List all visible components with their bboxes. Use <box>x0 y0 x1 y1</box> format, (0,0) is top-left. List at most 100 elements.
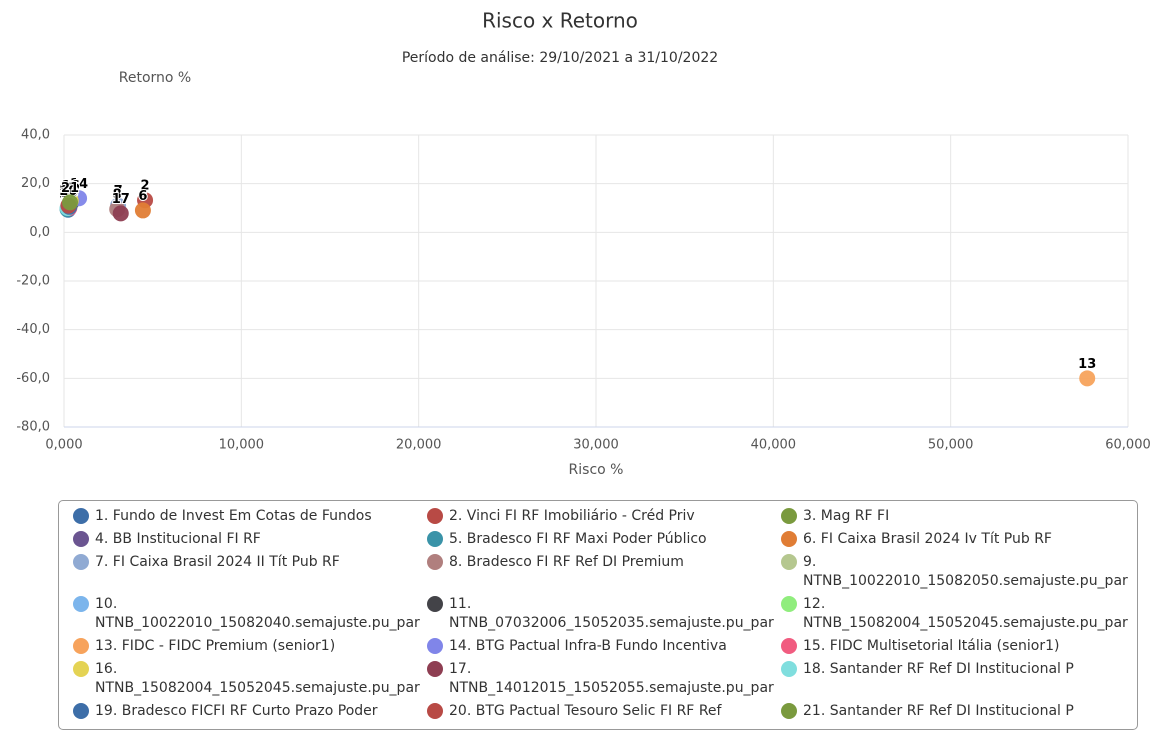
data-label: 9 <box>67 182 76 197</box>
legend-text: 20. BTG Pactual Tesouro Selic FI RF Ref <box>449 703 722 719</box>
legend-marker <box>73 703 89 719</box>
data-label: 13 <box>1078 357 1096 372</box>
data-label: 17 <box>112 192 130 207</box>
legend: 1. Fundo de Invest Em Cotas de Fundos 2. … <box>58 500 1138 730</box>
legend-marker <box>73 508 89 524</box>
legend-marker <box>427 554 443 570</box>
legend-item[interactable]: 9. NTNB_10022010_15082050.semajuste.pu_p… <box>781 553 1137 591</box>
y-axis-label: Retorno % <box>119 70 191 86</box>
legend-text: 19. Bradesco FICFI RF Curto Prazo Poder <box>95 703 378 719</box>
x-tick-label: 40,000 <box>751 438 797 453</box>
y-tick-label: 20,0 <box>21 176 50 191</box>
legend-text: 11. NTNB_07032006_15052035.semajuste.pu_… <box>449 596 774 631</box>
x-tick-label: 0,000 <box>45 438 82 453</box>
legend-text: 21. Santander RF Ref DI Institucional P <box>803 703 1074 719</box>
legend-marker <box>73 661 89 677</box>
legend-marker <box>73 554 89 570</box>
legend-item[interactable]: 21. Santander RF Ref DI Institucional P <box>781 702 1137 721</box>
x-tick-label: 60,000 <box>1105 438 1151 453</box>
legend-item[interactable]: 3. Mag RF FI <box>781 507 1137 526</box>
data-label: 7 <box>114 184 123 199</box>
x-tick-label: 20,000 <box>396 438 442 453</box>
legend-item[interactable]: 11. NTNB_07032006_15052035.semajuste.pu_… <box>427 595 781 633</box>
legend-text: 12. NTNB_15082004_15052045.semajuste.pu_… <box>803 596 1128 631</box>
legend-item[interactable]: 16. NTNB_15082004_15052045.semajuste.pu_… <box>73 660 427 698</box>
point <box>1079 370 1096 387</box>
legend-item[interactable]: 8. Bradesco FI RF Ref DI Premium <box>427 553 781 591</box>
legend-marker <box>427 703 443 719</box>
legend-text: 10. NTNB_10022010_15082040.semajuste.pu_… <box>95 596 420 631</box>
x-tick-label: 30,000 <box>573 438 619 453</box>
y-tick-label: -60,0 <box>16 371 50 386</box>
legend-item[interactable]: 19. Bradesco FICFI RF Curto Prazo Poder <box>73 702 427 721</box>
legend-marker <box>781 531 797 547</box>
legend-text: 16. NTNB_15082004_15052045.semajuste.pu_… <box>95 661 420 696</box>
legend-text: 3. Mag RF FI <box>803 508 890 524</box>
legend-text: 2. Vinci FI RF Imobiliário - Créd Priv <box>449 508 695 524</box>
legend-text: 1. Fundo de Invest Em Cotas de Fundos <box>95 508 372 524</box>
legend-item[interactable]: 7. FI Caixa Brasil 2024 II Tít Pub RF <box>73 553 427 591</box>
legend-item[interactable]: 5. Bradesco FI RF Maxi Poder Público <box>427 530 781 549</box>
x-tick-label: 10,000 <box>219 438 265 453</box>
legend-text: 14. BTG Pactual Infra-B Fundo Incentiva <box>449 638 727 654</box>
legend-item[interactable]: 10. NTNB_10022010_15082040.semajuste.pu_… <box>73 595 427 633</box>
y-tick-label: 0,0 <box>29 225 50 240</box>
legend-marker <box>781 508 797 524</box>
legend-marker <box>427 531 443 547</box>
data-label: 21 <box>61 181 79 196</box>
data-label: 6 <box>138 189 147 204</box>
y-tick-label: -80,0 <box>16 420 50 435</box>
x-tick-label: 50,000 <box>928 438 974 453</box>
legend-marker <box>427 596 443 612</box>
point <box>62 194 79 211</box>
legend-text: 9. NTNB_10022010_15082050.semajuste.pu_p… <box>803 554 1128 589</box>
data-label: 8 <box>113 188 122 203</box>
y-tick-label: 40,0 <box>21 128 50 143</box>
chart-title: Risco x Retorno <box>482 9 638 33</box>
legend-text: 7. FI Caixa Brasil 2024 II Tít Pub RF <box>95 554 340 570</box>
legend-text: 15. FIDC Multisetorial Itália (senior1) <box>803 638 1060 654</box>
legend-text: 18. Santander RF Ref DI Institucional P <box>803 661 1074 677</box>
legend-marker <box>427 638 443 654</box>
legend-item[interactable]: 14. BTG Pactual Infra-B Fundo Incentiva <box>427 637 781 656</box>
chart: Risco x Retorno Período de análise: 29/1… <box>16 9 1151 479</box>
legend-text: 5. Bradesco FI RF Maxi Poder Público <box>449 531 707 547</box>
legend-marker <box>73 638 89 654</box>
legend-item[interactable]: 17. NTNB_14012015_15052055.semajuste.pu_… <box>427 660 781 698</box>
y-tick-label: -40,0 <box>16 322 50 337</box>
x-axis-label: Risco % <box>569 462 624 478</box>
data-label: 16 <box>62 179 80 194</box>
legend-item[interactable]: 2. Vinci FI RF Imobiliário - Créd Priv <box>427 507 781 526</box>
legend-item[interactable]: 6. FI Caixa Brasil 2024 Iv Tít Pub RF <box>781 530 1137 549</box>
y-tick-label: -20,0 <box>16 274 50 289</box>
data-label: 3 <box>65 183 74 198</box>
legend-item[interactable]: 4. BB Institucional FI RF <box>73 530 427 549</box>
legend-marker <box>781 554 797 570</box>
legend-marker <box>781 703 797 719</box>
data-label: 12 <box>62 179 80 194</box>
point <box>134 202 151 219</box>
point <box>112 205 129 222</box>
legend-item[interactable]: 20. BTG Pactual Tesouro Selic FI RF Ref <box>427 702 781 721</box>
legend-item[interactable]: 18. Santander RF Ref DI Institucional P <box>781 660 1137 698</box>
legend-marker <box>427 661 443 677</box>
chart-subtitle: Período de análise: 29/10/2021 a 31/10/2… <box>402 50 718 66</box>
data-label: 2 <box>141 179 150 194</box>
legend-text: 8. Bradesco FI RF Ref DI Premium <box>449 554 684 570</box>
legend-item[interactable]: 15. FIDC Multisetorial Itália (senior1) <box>781 637 1137 656</box>
legend-marker <box>73 531 89 547</box>
legend-text: 13. FIDC - FIDC Premium (senior1) <box>95 638 336 654</box>
legend-text: 6. FI Caixa Brasil 2024 Iv Tít Pub RF <box>803 531 1052 547</box>
legend-item[interactable]: 13. FIDC - FIDC Premium (senior1) <box>73 637 427 656</box>
data-label: 14 <box>70 177 88 192</box>
legend-marker <box>781 638 797 654</box>
legend-text: 4. BB Institucional FI RF <box>95 531 261 547</box>
legend-item[interactable]: 1. Fundo de Invest Em Cotas de Fundos <box>73 507 427 526</box>
legend-marker <box>73 596 89 612</box>
legend-item[interactable]: 12. NTNB_15082004_15052045.semajuste.pu_… <box>781 595 1137 633</box>
legend-marker <box>781 596 797 612</box>
legend-text: 17. NTNB_14012015_15052055.semajuste.pu_… <box>449 661 774 696</box>
legend-marker <box>427 508 443 524</box>
legend-marker <box>781 661 797 677</box>
